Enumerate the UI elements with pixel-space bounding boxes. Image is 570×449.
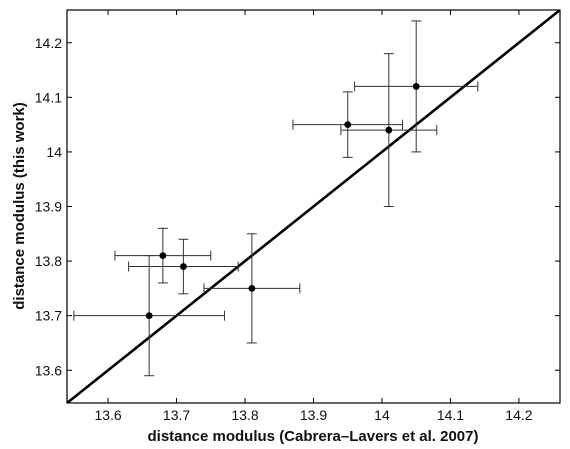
x-tick-label: 14.2 [505,407,532,423]
y-tick-label: 14.1 [35,89,62,105]
data-point-group [292,91,404,158]
data-point [180,263,187,270]
y-tick-label: 13.6 [35,362,62,378]
axis-ticks: 13.6 13.7 13.8 13.9 14 14.1 14.2 13.6 13.7 13.8 13… [35,10,560,423]
data-point [344,121,352,129]
y-tick-label: 13.8 [35,253,62,269]
x-axis-title: distance modulus (Cabrera–Lavers et al. … [148,428,479,445]
x-tick-label: 13.6 [94,407,121,423]
data-point [159,252,167,260]
data-point [385,126,393,134]
y-tick-label: 14 [46,144,62,160]
data-point [145,312,153,320]
y-tick-label: 13.9 [35,199,62,215]
x-tick-label: 13.7 [163,407,190,423]
data-point-group [203,233,301,344]
data-point-group [354,20,479,153]
x-tick-label: 14 [374,407,390,423]
x-tick-label: 14.1 [437,407,464,423]
data-point [412,83,420,90]
x-tick-label: 13.8 [231,407,258,423]
y-axis-title: distance modulus (this work) [11,102,28,310]
y-tick-label: 13.7 [35,308,62,324]
y-tick-label: 14.2 [35,35,62,51]
data-point-group [128,238,239,295]
x-tick-label: 13.9 [300,407,327,423]
data-point-group [340,53,438,207]
data-point [248,284,256,292]
data-point-group [114,227,212,284]
